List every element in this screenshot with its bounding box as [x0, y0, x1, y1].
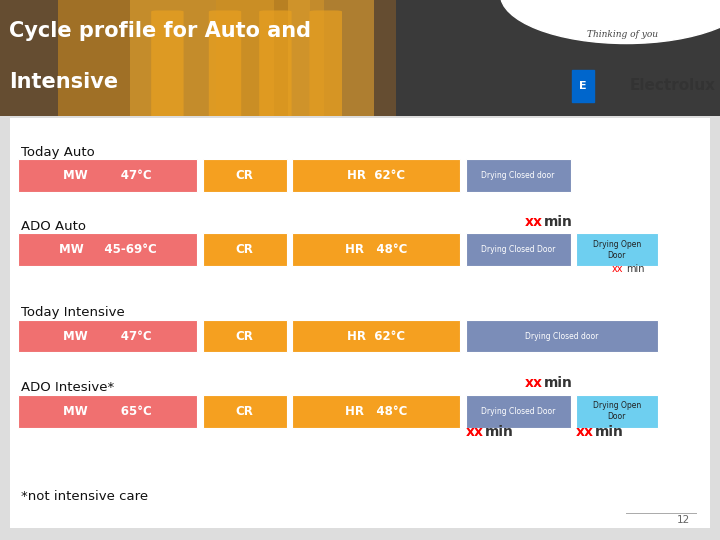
FancyBboxPatch shape: [466, 233, 571, 266]
Text: Cycle profile for Auto and: Cycle profile for Auto and: [9, 21, 310, 41]
Text: Today Intensive: Today Intensive: [21, 306, 125, 319]
FancyBboxPatch shape: [216, 0, 324, 116]
Text: E: E: [580, 81, 587, 91]
Text: min: min: [626, 265, 644, 274]
FancyBboxPatch shape: [466, 159, 571, 192]
Text: CR: CR: [235, 168, 253, 181]
Text: Drying Closed door: Drying Closed door: [525, 332, 598, 341]
Text: ADO Intesive*: ADO Intesive*: [21, 381, 114, 394]
FancyBboxPatch shape: [575, 233, 658, 266]
Text: xx: xx: [466, 424, 484, 438]
Text: Electrolux: Electrolux: [630, 78, 716, 93]
Text: CR: CR: [235, 404, 253, 417]
Text: HR  62°C: HR 62°C: [347, 168, 405, 181]
Text: HR   48°C: HR 48°C: [345, 404, 408, 417]
Text: Drying Open
Door: Drying Open Door: [593, 401, 641, 421]
FancyBboxPatch shape: [292, 159, 460, 192]
FancyBboxPatch shape: [202, 159, 287, 192]
Text: Thinking of you: Thinking of you: [588, 30, 658, 39]
FancyBboxPatch shape: [4, 114, 716, 531]
Text: Drying Closed door: Drying Closed door: [482, 171, 555, 180]
Text: xx: xx: [524, 376, 542, 390]
FancyBboxPatch shape: [58, 0, 310, 116]
Text: Today Auto: Today Auto: [21, 146, 94, 159]
Ellipse shape: [500, 0, 720, 44]
FancyBboxPatch shape: [202, 395, 287, 428]
FancyBboxPatch shape: [202, 320, 287, 353]
Text: HR  62°C: HR 62°C: [347, 329, 405, 342]
FancyBboxPatch shape: [310, 10, 342, 117]
Text: xx: xx: [612, 265, 624, 274]
Text: Drying Closed Door: Drying Closed Door: [481, 245, 555, 254]
Text: MW        47°C: MW 47°C: [63, 168, 152, 181]
Text: min: min: [595, 424, 624, 438]
Text: Drying Closed Door: Drying Closed Door: [481, 407, 555, 416]
Text: min: min: [544, 214, 573, 228]
Text: CR: CR: [235, 244, 253, 256]
Text: 12: 12: [677, 515, 690, 525]
FancyBboxPatch shape: [292, 233, 460, 266]
Text: HR   48°C: HR 48°C: [345, 244, 408, 256]
FancyBboxPatch shape: [130, 0, 274, 116]
FancyBboxPatch shape: [466, 395, 571, 428]
FancyBboxPatch shape: [0, 0, 720, 116]
FancyBboxPatch shape: [292, 395, 460, 428]
Text: min: min: [544, 376, 573, 390]
Text: MW        47°C: MW 47°C: [63, 329, 152, 342]
FancyBboxPatch shape: [19, 233, 197, 266]
Text: MW        65°C: MW 65°C: [63, 404, 152, 417]
FancyBboxPatch shape: [292, 320, 460, 353]
FancyBboxPatch shape: [202, 233, 287, 266]
FancyBboxPatch shape: [288, 0, 374, 116]
FancyBboxPatch shape: [466, 320, 658, 353]
Text: Drying Open
Door: Drying Open Door: [593, 240, 641, 260]
Text: xx: xx: [524, 214, 542, 228]
Text: min: min: [485, 424, 514, 438]
FancyBboxPatch shape: [19, 395, 197, 428]
Text: ADO Auto: ADO Auto: [21, 220, 86, 233]
FancyBboxPatch shape: [151, 10, 184, 117]
Text: xx: xx: [575, 424, 593, 438]
FancyBboxPatch shape: [19, 159, 197, 192]
FancyBboxPatch shape: [0, 0, 396, 116]
Text: CR: CR: [235, 329, 253, 342]
Text: *not intensive care: *not intensive care: [21, 490, 148, 503]
FancyBboxPatch shape: [572, 70, 594, 102]
FancyBboxPatch shape: [575, 395, 658, 428]
FancyBboxPatch shape: [19, 320, 197, 353]
Text: MW     45-69°C: MW 45-69°C: [59, 244, 156, 256]
Text: Intensive: Intensive: [9, 72, 118, 92]
FancyBboxPatch shape: [259, 10, 292, 117]
FancyBboxPatch shape: [209, 10, 241, 117]
